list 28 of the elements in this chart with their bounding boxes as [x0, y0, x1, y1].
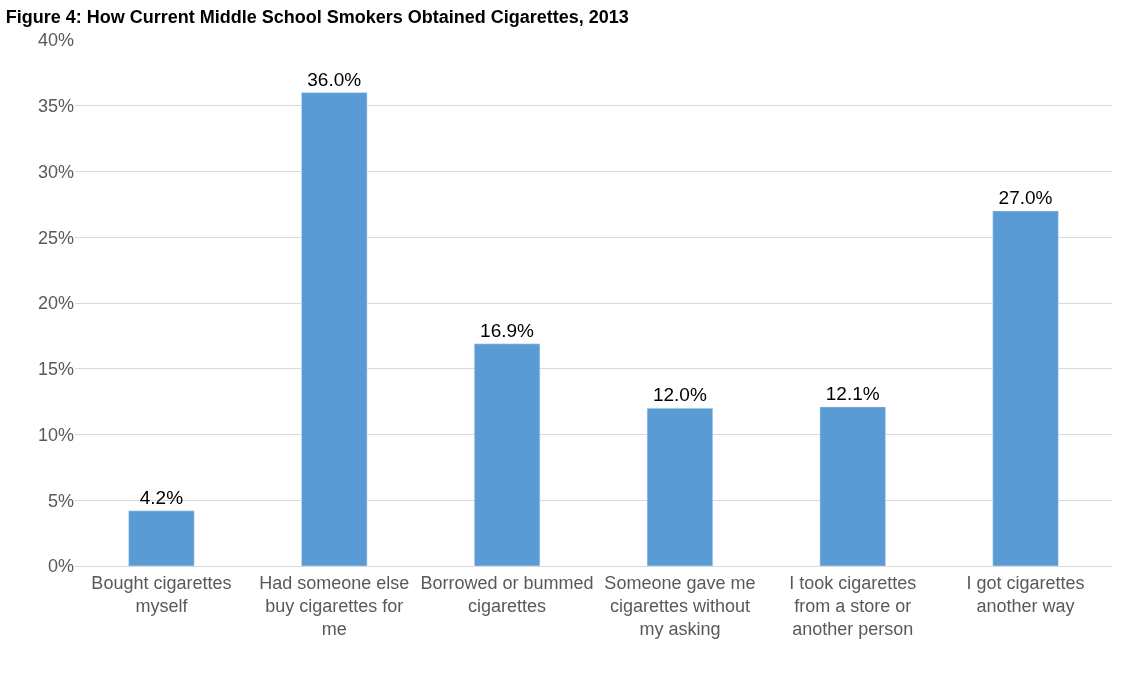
y-tick-label: 25%	[37, 227, 74, 248]
x-tick-label: Borrowed or bummed cigarettes	[420, 572, 594, 616]
data-label: 36.0%	[307, 68, 362, 90]
bar	[474, 343, 541, 566]
bar	[646, 407, 714, 566]
y-tick-label: 35%	[37, 96, 74, 117]
x-tick-label: Had someone else buy cigarettes for me	[259, 572, 410, 640]
chart-title: Figure 4: How Current Middle School Smokers Obtained Cigarettes, 2013	[5, 6, 629, 27]
bar	[992, 210, 1059, 566]
bar	[819, 406, 886, 566]
y-tick-label: 30%	[37, 161, 74, 182]
y-tick-label: 5%	[47, 490, 74, 511]
bar	[128, 510, 195, 566]
y-tick-label: 40%	[37, 30, 74, 51]
data-label: 27.0%	[998, 186, 1053, 208]
y-tick-label: 20%	[37, 293, 74, 314]
x-tick-label: I got cigarettes another way	[966, 572, 1085, 616]
x-tick-label: I took cigarettes from a store or another person	[789, 572, 917, 640]
y-tick-label: 15%	[37, 359, 74, 380]
x-tick-label: Bought cigarettes myself	[91, 572, 232, 616]
data-label: 12.1%	[825, 382, 880, 404]
data-label: 12.0%	[652, 384, 707, 406]
x-tick-label: Someone gave me cigarettes without my asking	[604, 572, 756, 640]
y-tick-label: 0%	[47, 556, 74, 577]
data-label: 16.9%	[480, 319, 535, 341]
data-label: 4.2%	[139, 486, 184, 508]
y-tick-label: 10%	[37, 424, 74, 445]
bar	[301, 92, 368, 566]
